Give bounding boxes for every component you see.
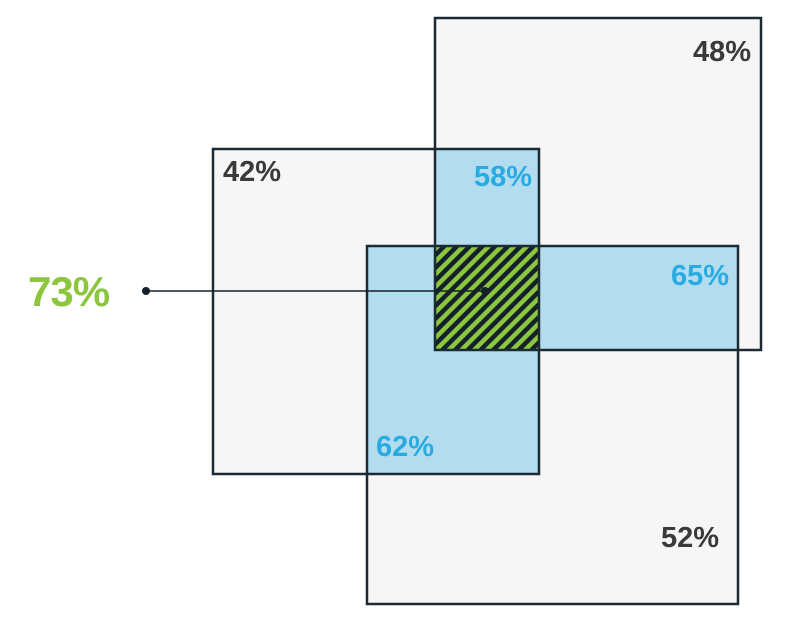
label-overlap-top-right-bottom: 65% — [671, 260, 729, 292]
overlap-left-top-right — [435, 149, 539, 246]
label-center-value: 73% — [28, 268, 110, 315]
square-top-right-outline — [433, 16, 763, 352]
center-callout-dot-end — [481, 287, 489, 295]
center-callout-dot-start — [142, 287, 150, 295]
overlap-center-hatched — [435, 246, 539, 350]
square-bottom-outline — [365, 244, 740, 606]
label-overlap-left-top-right: 58% — [474, 161, 532, 193]
label-set-top-right: 48% — [693, 36, 751, 68]
label-set-left: 42% — [223, 156, 281, 188]
square-left-outline — [211, 147, 541, 476]
label-overlap-left-bottom: 62% — [376, 431, 434, 463]
label-set-bottom: 52% — [661, 522, 719, 554]
